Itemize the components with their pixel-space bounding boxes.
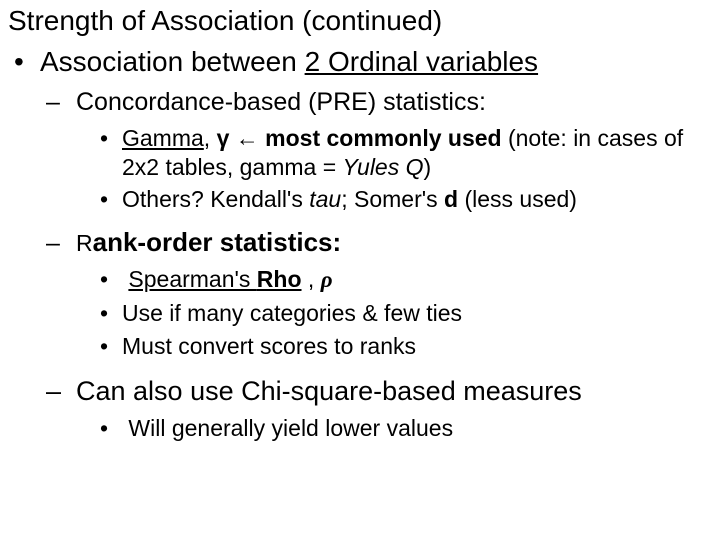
most-used: most commonly used bbox=[265, 125, 501, 151]
dash-icon: – bbox=[46, 87, 76, 118]
tau: tau bbox=[309, 186, 341, 212]
left-arrow-icon: ← bbox=[229, 125, 265, 151]
concordance-heading: –Concordance-based (PRE) statistics: bbox=[46, 87, 712, 118]
bullet-dot-icon: • bbox=[100, 124, 122, 153]
spearman-line: • Spearman's Rho , ρ bbox=[100, 265, 712, 295]
lvl1-prefix: Association between bbox=[40, 46, 305, 77]
comma: , bbox=[204, 125, 217, 151]
note-close: ) bbox=[424, 154, 432, 180]
others-line: •Others? Kendall's tau; Somer's d (less … bbox=[100, 185, 712, 214]
rank-heading: –Rank-order statistics: bbox=[46, 226, 712, 259]
chi-text: Can also use Chi-square-based measures bbox=[76, 376, 582, 406]
chi-sub-text: Will generally yield lower values bbox=[122, 415, 453, 441]
slide-body: Strength of Association (continued) •Ass… bbox=[0, 0, 720, 540]
spearman-post: , bbox=[302, 266, 321, 292]
bullet-dot-icon: • bbox=[100, 185, 122, 214]
spearman-rho: Rho bbox=[257, 266, 302, 292]
gamma-word: Gamma bbox=[122, 125, 204, 151]
use-if-line: •Use if many categories & few ties bbox=[100, 299, 712, 328]
bullet-dot-icon: • bbox=[14, 44, 40, 79]
bullet-dot-icon: • bbox=[100, 414, 122, 443]
others-prefix: Others? Kendall's bbox=[122, 186, 309, 212]
use-if-text: Use if many categories & few ties bbox=[122, 300, 462, 326]
dash-icon: – bbox=[46, 228, 76, 259]
slide-title: Strength of Association (continued) bbox=[8, 4, 712, 38]
convert-text: Must convert scores to ranks bbox=[122, 333, 416, 359]
spearman-name: Spearman's bbox=[128, 266, 256, 292]
concordance-text: Concordance-based (PRE) statistics: bbox=[76, 88, 486, 116]
chi-sub-line: • Will generally yield lower values bbox=[100, 414, 712, 443]
bullet-dot-icon: • bbox=[100, 332, 122, 361]
gamma-symbol: γ bbox=[217, 125, 230, 151]
somers-d: d bbox=[444, 186, 458, 212]
bullet-dot-icon: • bbox=[100, 265, 122, 294]
dash-icon: – bbox=[46, 375, 76, 409]
rank-r: R bbox=[76, 230, 93, 256]
rho-symbol: ρ bbox=[321, 267, 333, 292]
bullet-level1: •Association between 2 Ordinal variables bbox=[14, 44, 712, 79]
gamma-line: •Gamma, γ ← most commonly used (note: in… bbox=[100, 124, 712, 182]
chi-heading: –Can also use Chi-square-based measures bbox=[46, 375, 712, 409]
somers-prefix: ; Somer's bbox=[341, 186, 444, 212]
lvl1-underlined: 2 Ordinal variables bbox=[305, 46, 538, 77]
convert-line: •Must convert scores to ranks bbox=[100, 332, 712, 361]
bullet-dot-icon: • bbox=[100, 299, 122, 328]
others-tail: (less used) bbox=[458, 186, 577, 212]
yules-q: Yules Q bbox=[343, 154, 424, 180]
rank-rest: ank-order statistics: bbox=[93, 227, 342, 257]
